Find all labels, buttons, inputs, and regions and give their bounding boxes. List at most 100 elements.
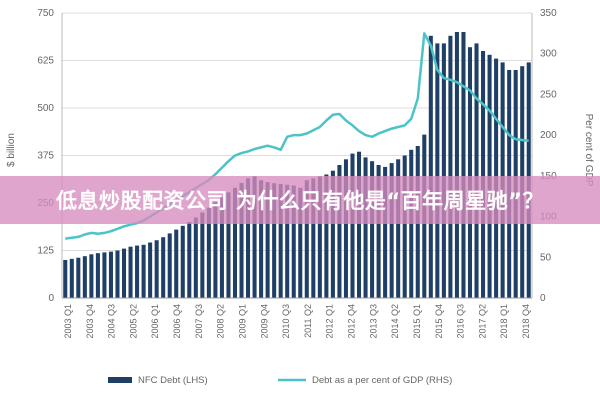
legend-label-debt-gdp: Debt as a per cent of GDP (RHS) <box>312 375 452 386</box>
bar-nfc-debt <box>337 165 342 298</box>
bar-nfc-debt <box>219 197 224 298</box>
bar-nfc-debt <box>226 192 231 298</box>
bar-series <box>63 32 531 299</box>
right-tick-label: 250 <box>540 89 557 100</box>
bar-nfc-debt <box>161 237 166 298</box>
bar-nfc-debt <box>200 212 205 298</box>
bar-nfc-debt <box>285 184 290 298</box>
x-tick-label: 2018 Q1 <box>499 304 509 339</box>
bar-nfc-debt <box>324 174 329 298</box>
bar-nfc-debt <box>441 43 446 299</box>
axes <box>61 13 533 299</box>
bar-nfc-debt <box>206 207 211 298</box>
bar-nfc-debt <box>350 153 355 298</box>
banner-title: 低息炒股配资公司 为什么只有他是“百年周星驰”？ <box>56 189 544 213</box>
left-tick-label: 625 <box>37 56 54 67</box>
x-tick-label: 2003 Q4 <box>85 304 95 339</box>
x-tick-label: 2018 Q4 <box>521 304 531 339</box>
bar-nfc-debt <box>389 163 394 298</box>
right-tick-label: 350 <box>540 8 557 19</box>
bar-nfc-debt <box>356 151 362 298</box>
bar-nfc-debt <box>291 185 296 298</box>
right-axis-ticks: 050100150200250300350 <box>540 8 557 304</box>
bar-nfc-debt <box>213 202 218 298</box>
bar-nfc-debt <box>89 254 94 298</box>
bar-nfc-debt <box>474 43 479 299</box>
left-tick-label: 375 <box>37 151 54 162</box>
right-tick-label: 0 <box>540 293 546 304</box>
bar-nfc-debt <box>311 178 316 298</box>
bar-nfc-debt <box>193 217 198 298</box>
x-tick-label: 2007 Q3 <box>194 304 204 339</box>
bar-nfc-debt <box>135 245 140 298</box>
bar-nfc-debt <box>304 180 309 298</box>
bar-nfc-debt <box>102 252 107 298</box>
x-tick-label: 2012 Q1 <box>325 304 335 339</box>
bar-nfc-debt <box>317 176 322 298</box>
bar-nfc-debt <box>180 225 185 298</box>
x-tick-label: 2006 Q1 <box>150 304 160 339</box>
bar-nfc-debt <box>246 178 251 298</box>
bar-nfc-debt <box>259 180 264 298</box>
x-tick-label: 2009 Q1 <box>238 304 248 339</box>
x-tick-label: 2012 Q4 <box>347 304 357 339</box>
bar-nfc-debt <box>265 182 270 298</box>
bar-nfc-debt <box>461 32 466 298</box>
bar-nfc-debt <box>330 170 335 298</box>
x-tick-label: 2009 Q4 <box>259 304 269 339</box>
bar-nfc-debt <box>69 258 74 298</box>
left-axis-ticks: 0125250375500625750 <box>37 8 54 304</box>
bar-nfc-debt <box>343 159 348 298</box>
x-tick-label: 2016 Q3 <box>456 304 466 339</box>
bar-nfc-debt <box>95 253 100 298</box>
left-tick-label: 0 <box>48 293 54 304</box>
bar-nfc-debt <box>363 157 368 298</box>
x-tick-label: 2015 Q4 <box>434 304 444 339</box>
x-tick-label: 2006 Q4 <box>172 304 182 339</box>
bar-nfc-debt <box>428 35 433 299</box>
x-axis-ticks: 2003 Q1 2003 Q4 2004 Q3 2005 Q2 2006 Q1 2006 … <box>63 304 531 339</box>
left-tick-label: 125 <box>37 246 54 257</box>
bar-nfc-debt <box>174 229 179 298</box>
bar-nfc-debt <box>167 233 172 298</box>
bar-nfc-debt <box>128 246 133 298</box>
overlay-banner: 低息炒股配资公司 为什么只有他是“百年周星驰”？ <box>0 176 600 224</box>
bar-nfc-debt <box>252 176 257 298</box>
x-tick-label: 2015 Q1 <box>412 304 422 339</box>
bar-nfc-debt <box>278 184 283 298</box>
bar-nfc-debt <box>396 159 401 298</box>
right-tick-label: 50 <box>540 252 552 263</box>
bar-nfc-debt <box>232 187 238 298</box>
bar-nfc-debt <box>121 248 127 298</box>
bar-nfc-debt <box>448 35 453 299</box>
x-tick-label: 2003 Q1 <box>63 304 73 339</box>
bar-nfc-debt <box>467 47 473 299</box>
x-tick-label: 2014 Q2 <box>390 304 400 339</box>
bar-nfc-debt <box>239 182 244 298</box>
legend: NFC Debt (LHS) Debt as a per cent of GDP… <box>108 375 452 386</box>
bar-nfc-debt <box>402 155 407 298</box>
x-tick-label: 2017 Q2 <box>477 304 487 339</box>
x-tick-label: 2010 Q3 <box>281 304 291 339</box>
bar-nfc-debt <box>298 187 303 298</box>
bar-nfc-debt <box>370 161 375 298</box>
right-axis-title: Per cent of GDP <box>583 114 594 187</box>
left-axis-title: $ billion <box>6 133 17 167</box>
legend-label-nfc-debt: NFC Debt (LHS) <box>138 375 208 386</box>
right-tick-label: 300 <box>540 49 557 60</box>
left-tick-label: 500 <box>37 103 54 114</box>
bar-nfc-debt <box>154 240 159 298</box>
bar-nfc-debt <box>148 242 153 298</box>
x-tick-label: 2005 Q2 <box>128 304 138 339</box>
x-tick-label: 2008 Q2 <box>216 304 226 339</box>
bar-nfc-debt <box>272 183 277 298</box>
left-tick-label: 750 <box>37 8 54 19</box>
bar-nfc-debt <box>481 51 486 298</box>
bar-nfc-debt <box>82 256 87 298</box>
bar-nfc-debt <box>115 250 120 298</box>
bar-nfc-debt <box>76 257 81 298</box>
bar-nfc-debt <box>376 165 381 298</box>
bar-nfc-debt <box>108 251 113 298</box>
bar-nfc-debt <box>435 43 440 299</box>
x-tick-label: 2013 Q3 <box>368 304 378 339</box>
